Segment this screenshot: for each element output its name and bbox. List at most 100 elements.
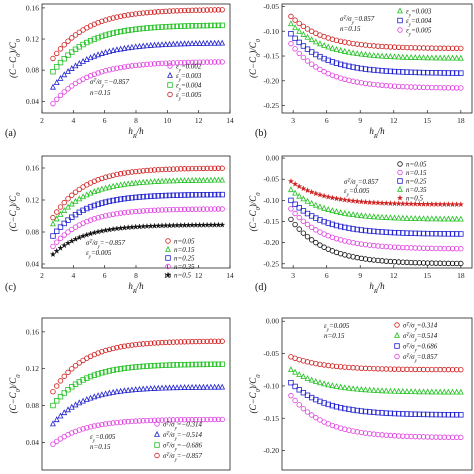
data-point — [379, 432, 385, 438]
data-point — [181, 59, 188, 66]
data-point — [208, 416, 214, 423]
data-point — [312, 378, 319, 384]
data-point — [166, 8, 173, 14]
y-tick-label: 0.04 — [26, 260, 39, 269]
data-point — [54, 64, 60, 70]
data-point — [110, 345, 116, 352]
data-point — [99, 200, 105, 206]
data-point — [288, 40, 294, 47]
data-point — [110, 47, 117, 53]
x-tick-label: 4 — [71, 116, 75, 125]
data-point — [292, 201, 298, 208]
y-tick-label: -0.05 — [263, 2, 279, 11]
data-point — [185, 40, 192, 47]
legend-marker — [396, 194, 404, 201]
data-point — [371, 228, 377, 235]
legend-label: n=0.25 — [174, 255, 195, 263]
data-point — [166, 384, 173, 391]
y-tick-label: 0.08 — [26, 228, 39, 237]
data-point — [412, 69, 418, 76]
data-point — [420, 434, 427, 440]
data-point — [76, 427, 82, 433]
data-point — [321, 55, 327, 62]
data-point — [151, 178, 158, 185]
legend-marker — [394, 322, 400, 328]
data-point — [170, 60, 176, 66]
data-point — [312, 190, 319, 197]
data-point — [308, 199, 315, 206]
data-point — [166, 339, 173, 345]
data-point — [395, 230, 402, 236]
data-point — [125, 418, 131, 425]
data-point — [69, 366, 75, 372]
legend-label: εy=0.003 — [176, 72, 202, 83]
data-point — [445, 54, 452, 61]
annotation-text: σT/σy=0.857 — [340, 15, 375, 26]
data-point — [424, 45, 431, 51]
data-point — [106, 346, 113, 353]
data-point — [200, 206, 207, 212]
annotation-text: σT/σy=0.857 — [344, 178, 379, 189]
data-point — [204, 338, 210, 345]
data-point — [287, 178, 295, 185]
y-axis-label: (C−C0)/C0 — [8, 192, 22, 232]
data-point — [91, 423, 98, 429]
annotation-text: n=0.15 — [90, 443, 111, 451]
data-point — [211, 361, 218, 367]
data-point — [395, 259, 402, 265]
data-point — [208, 206, 214, 212]
data-point — [333, 208, 340, 215]
data-point — [132, 386, 139, 393]
chart-panel-d: 3 6 9 12 15 18 0.00 -0.05 -0.10 -0.15 -0.20 -0.25 (C… — [248, 154, 473, 295]
data-point — [144, 61, 150, 68]
data-point — [65, 38, 71, 44]
data-point — [189, 176, 196, 183]
data-point — [87, 189, 94, 196]
data-point — [106, 31, 113, 37]
data-point — [296, 183, 303, 190]
data-point — [211, 165, 218, 171]
data-point — [429, 434, 435, 440]
data-point — [99, 18, 105, 25]
data-point — [337, 364, 344, 370]
data-point — [350, 40, 356, 47]
data-point — [391, 410, 398, 417]
data-point — [136, 341, 143, 347]
legend-marker — [154, 452, 160, 459]
data-point — [57, 204, 64, 210]
legend-entry: εy=0.005 — [397, 27, 432, 37]
data-point — [292, 24, 299, 31]
data-point — [170, 384, 177, 391]
data-point — [366, 51, 373, 58]
data-point — [441, 45, 447, 51]
data-point — [136, 223, 143, 230]
data-point — [129, 169, 135, 175]
data-point — [140, 194, 146, 200]
data-point — [151, 24, 158, 31]
data-point — [404, 69, 410, 75]
data-point — [155, 60, 161, 67]
data-point — [83, 191, 90, 198]
data-point — [155, 222, 162, 229]
y-axis-label: (C−C0)/C0 — [248, 192, 262, 232]
data-point — [185, 192, 192, 198]
data-point — [196, 192, 203, 198]
data-series-2 — [287, 366, 464, 395]
data-point — [144, 42, 150, 49]
data-point — [296, 402, 302, 408]
data-point — [215, 191, 222, 198]
data-point — [404, 433, 410, 440]
data-point — [65, 203, 71, 210]
data-point — [80, 426, 86, 432]
y-tick-label: 0.16 — [26, 164, 39, 173]
data-point — [449, 366, 456, 373]
data-point — [391, 200, 398, 207]
data-point — [337, 195, 344, 203]
data-point — [420, 215, 427, 222]
data-series-4 — [50, 338, 225, 395]
data-point — [333, 195, 340, 202]
data-point — [404, 230, 410, 236]
data-point — [84, 375, 90, 381]
data-point — [341, 47, 348, 54]
annotation-text: σT/σy=−0.857 — [86, 239, 125, 250]
